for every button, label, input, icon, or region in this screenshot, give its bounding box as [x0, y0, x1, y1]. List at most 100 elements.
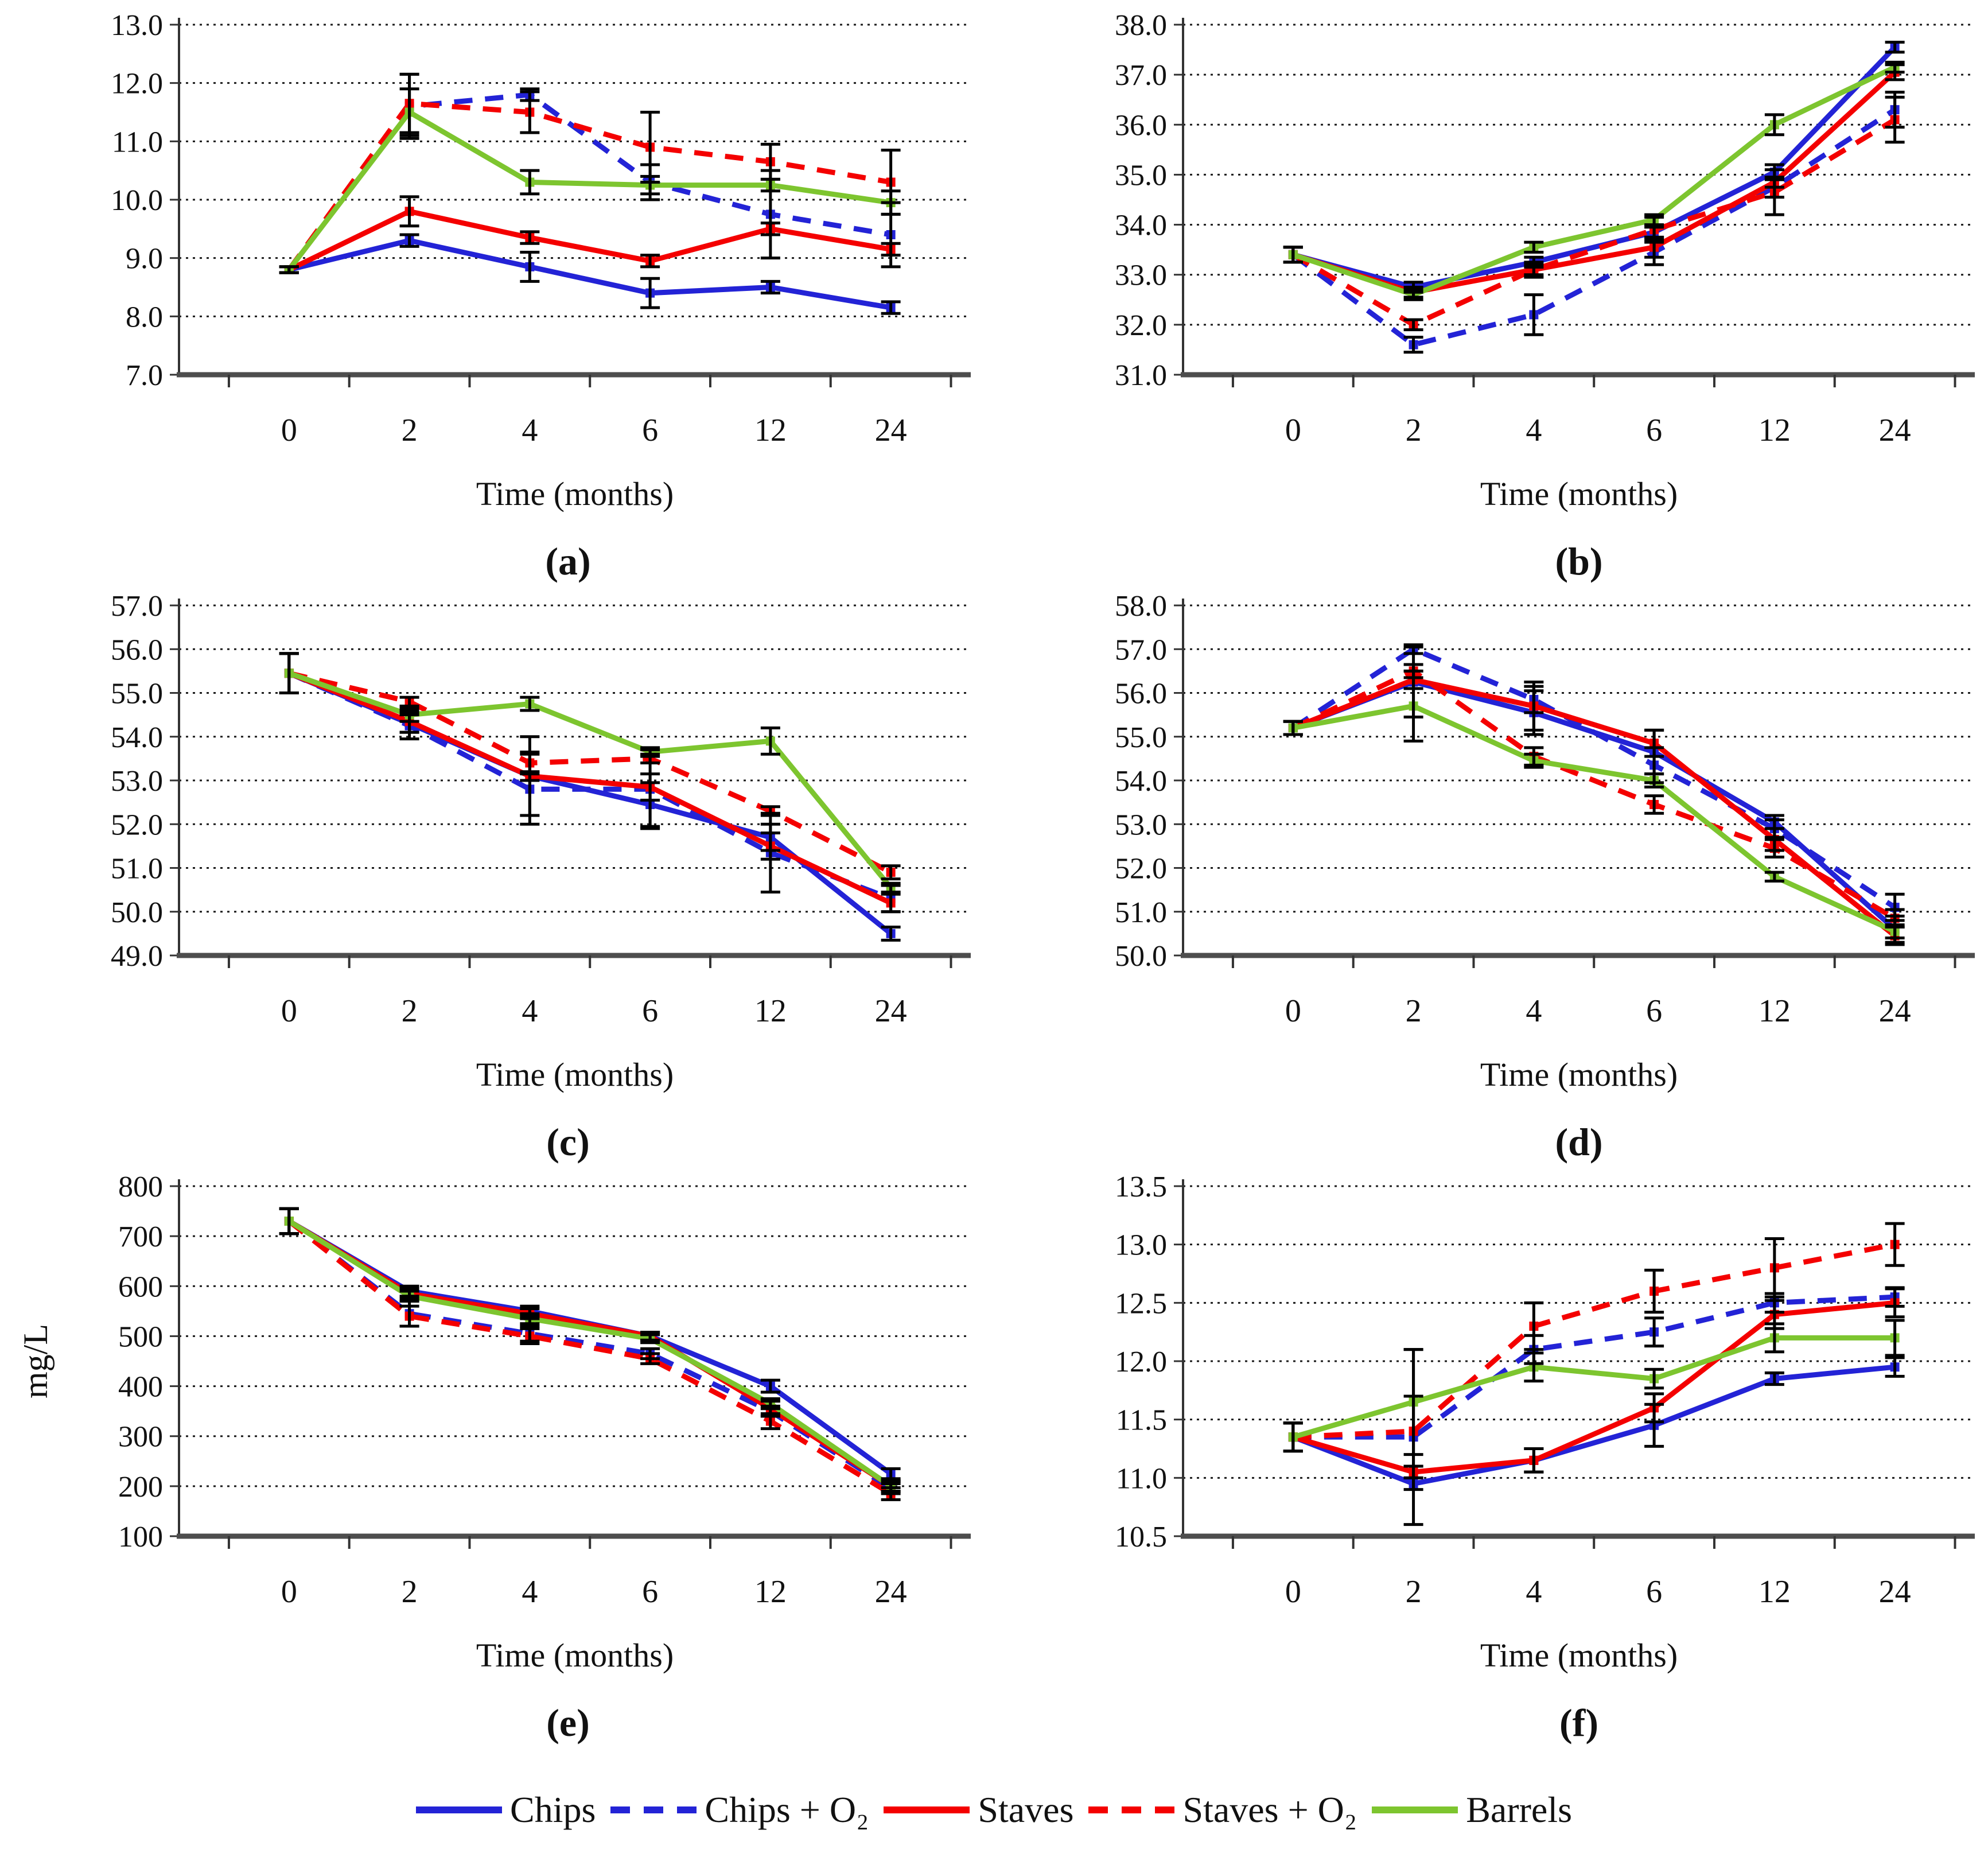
error-bar — [520, 230, 540, 245]
y-tick-label: 11.5 — [1116, 1404, 1167, 1437]
y-tick-label: 58.0 — [1115, 590, 1167, 623]
x-tick-label: 12 — [754, 1574, 787, 1610]
error-bar — [1764, 838, 1784, 858]
y-tick-label: 32.0 — [1115, 309, 1167, 342]
series-Chips + O₂ — [1288, 105, 1900, 349]
error-bar — [1524, 1301, 1544, 1351]
x-axis-title: Time (months) — [1480, 1056, 1678, 1093]
series-Barrels — [284, 1217, 896, 1491]
legend-item-chips: Chips — [416, 1789, 596, 1831]
series-Chips + O₂ — [1288, 1292, 1900, 1442]
error-bar — [1644, 1367, 1664, 1390]
series-line — [288, 670, 892, 875]
error-bar — [1644, 213, 1664, 227]
error-bar — [881, 864, 901, 881]
error-bar — [520, 169, 540, 196]
series-Chips — [1288, 42, 1900, 292]
x-tick-label: 4 — [1526, 993, 1542, 1029]
y-tick-label: 50.0 — [111, 896, 163, 929]
error-bar — [399, 195, 419, 228]
series-line — [1292, 677, 1897, 938]
error-bar — [399, 696, 419, 708]
error-bar — [1283, 246, 1303, 264]
x-tick-label: 24 — [875, 993, 907, 1029]
error-bar — [760, 1397, 780, 1411]
error-bar — [1885, 41, 1905, 54]
error-bar — [640, 277, 660, 309]
series-Staves + O₂ — [284, 669, 896, 877]
error-bar — [1764, 168, 1784, 216]
error-bar — [1403, 318, 1423, 332]
chart-b-caption: (b) — [1555, 539, 1603, 583]
chart-c: 49.0 50.0 51.0 52.0 53.0 54.0 55.0 56.0 57.0 0 2 4 6… — [0, 585, 994, 1166]
series-line — [1292, 1300, 1896, 1475]
staves-line-icon — [884, 1806, 970, 1813]
y-tick-label: 9.0 — [126, 243, 163, 275]
error-bar — [640, 772, 660, 802]
error-bar — [1524, 263, 1544, 277]
series-line — [1291, 117, 1896, 328]
x-tick-label: 0 — [1285, 413, 1301, 448]
series-Chips — [1288, 677, 1900, 934]
error-bar — [399, 87, 419, 137]
series-Chips — [1288, 1362, 1900, 1489]
x-tick-label: 12 — [754, 993, 787, 1029]
series-line — [288, 671, 892, 906]
error-bar — [1524, 1447, 1544, 1474]
series-line — [288, 670, 893, 889]
error-bar — [760, 177, 780, 193]
x-tick-label: 2 — [1406, 1574, 1422, 1610]
x-tick-label: 2 — [1406, 413, 1422, 448]
error-bar — [1524, 1351, 1544, 1383]
chart-a: 7.0 8.0 9.0 10.0 11.0 12.0 13.0 0 2 4 6 12 24 Time (m… — [0, 5, 994, 585]
x-tick-label: 4 — [1526, 1574, 1542, 1610]
y-tick-label: 11.0 — [112, 126, 163, 158]
error-bar — [760, 1378, 780, 1394]
x-tick-label: 6 — [1646, 413, 1662, 448]
y-tick-label: 31.0 — [1115, 359, 1167, 392]
x-tick-label: 0 — [281, 1574, 297, 1610]
series-line — [1292, 1364, 1896, 1487]
y-tick-label: 57.0 — [111, 590, 163, 623]
error-bar — [1644, 772, 1664, 788]
error-bar — [881, 925, 901, 942]
error-bar — [1764, 1371, 1784, 1386]
error-bar — [640, 1352, 660, 1365]
series-line — [287, 1219, 893, 1491]
y-tick-label: 13.5 — [1115, 1171, 1167, 1203]
x-tick-label: 6 — [642, 1574, 658, 1610]
error-bar — [1403, 336, 1423, 354]
x-tick-label: 6 — [1646, 993, 1662, 1029]
y-tick-label: 49.0 — [111, 940, 163, 973]
series-line — [1292, 70, 1897, 295]
error-bar — [399, 1304, 419, 1328]
error-bar — [279, 652, 299, 694]
error-bar — [1885, 923, 1905, 939]
x-tick-label: 0 — [1285, 993, 1301, 1029]
series-Staves — [1288, 1298, 1900, 1477]
chart-f: 10.5 11.0 11.5 12.0 12.5 13.0 13.5 0 2 4 6 12 24 Time… — [994, 1166, 1987, 1747]
series-line — [288, 238, 892, 310]
chart-c-canvas: 49.050.051.052.053.054.055.056.057.00 2 4 6… — [111, 590, 971, 1093]
error-bar — [1764, 871, 1784, 883]
x-tick-label: 24 — [875, 1574, 907, 1610]
series-Staves + O₂ — [1288, 115, 1900, 329]
y-tick-label: 100 — [118, 1521, 163, 1553]
x-axis-title: Time (months) — [1480, 1637, 1678, 1674]
legend-label: Chips + O₂ — [705, 1789, 869, 1830]
legend-item-staves: Staves — [884, 1789, 1073, 1831]
series-line — [1293, 703, 1896, 934]
error-bar — [760, 805, 780, 817]
y-tick-label: 12.0 — [111, 68, 163, 100]
error-bar — [760, 832, 780, 861]
y-tick-label: 50.0 — [1115, 940, 1167, 973]
series-line — [1292, 45, 1897, 290]
series-Staves — [1288, 675, 1900, 941]
error-bar — [1885, 60, 1905, 74]
x-tick-label: 4 — [1526, 413, 1542, 448]
chart-d-caption: (d) — [1555, 1120, 1603, 1164]
legend-label: Chips — [510, 1789, 596, 1830]
error-bar — [881, 242, 901, 257]
